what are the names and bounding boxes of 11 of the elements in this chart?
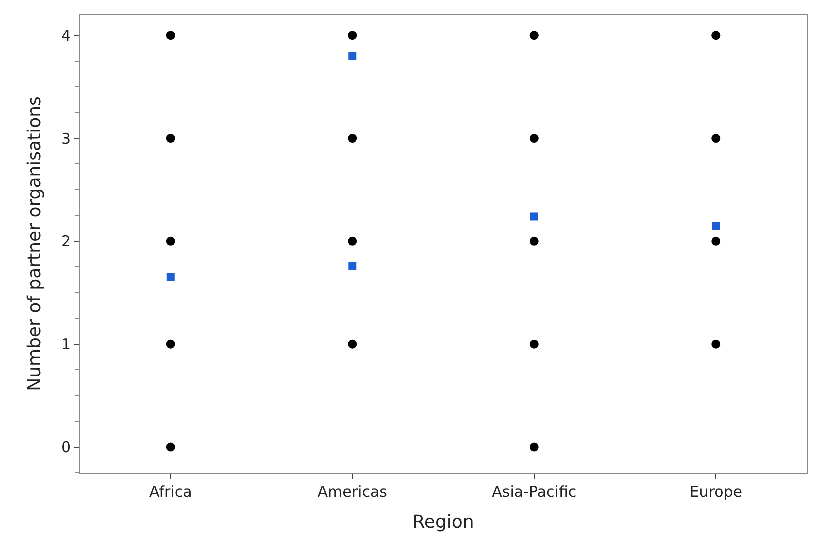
y-tick-label: 3: [61, 130, 71, 148]
y-tick-label: 0: [61, 438, 71, 457]
x-tick-label: Africa: [149, 483, 192, 501]
x-tick-label: Asia-Pacific: [492, 483, 577, 501]
x-axis-title: Region: [412, 512, 474, 534]
y-tick-label: 2: [61, 232, 71, 251]
y-tick-label: 1: [61, 336, 71, 354]
y-axis-title: Number of partner organisations: [24, 96, 46, 392]
x-tick-label: Europe: [690, 483, 743, 501]
y-tick-label: 4: [61, 26, 71, 45]
x-tick-label: Americas: [318, 483, 388, 501]
